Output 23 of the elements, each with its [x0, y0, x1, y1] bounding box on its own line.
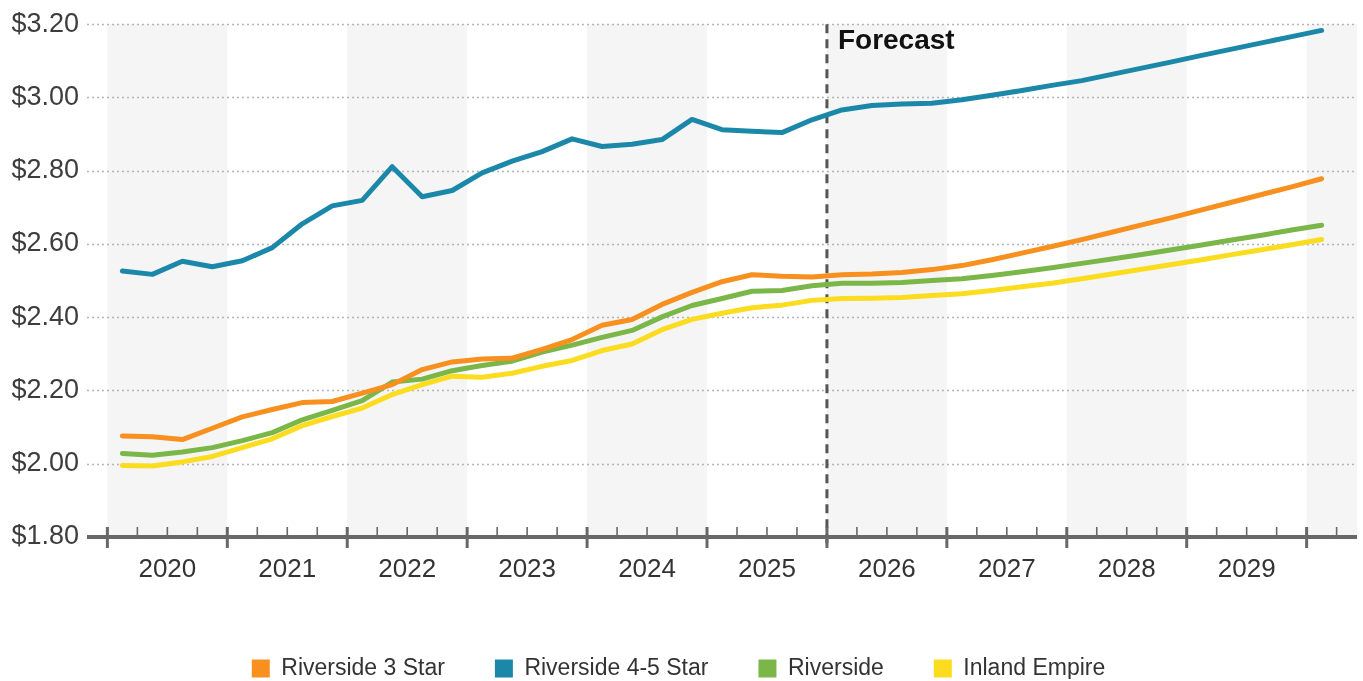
x-tick-label: 2023	[498, 552, 557, 583]
x-tick-label: 2022	[378, 552, 437, 583]
ref-line-label: Forecast	[837, 24, 955, 56]
y-tick-label: $3.00	[11, 80, 79, 111]
y-tick-label: $2.40	[11, 300, 79, 331]
x-tick-label: 2024	[618, 552, 676, 583]
y-tick-label: $1.80	[11, 520, 79, 551]
y-tick-label: $2.20	[11, 373, 79, 404]
legend-label: Riverside 4-5 Star	[524, 653, 709, 680]
x-tick-label: 2027	[977, 552, 1036, 583]
x-tick-label: 2029	[1217, 552, 1276, 583]
x-tick-label: 2028	[1097, 552, 1156, 583]
x-tick-label: 2026	[857, 552, 916, 583]
x-tick-label: 2021	[258, 552, 317, 583]
y-tick-label: $2.00	[11, 447, 79, 478]
legend-label: Inland Empire	[963, 653, 1106, 680]
legend-label: Riverside 3 Star	[281, 653, 446, 680]
x-tick-label: 2025	[738, 552, 796, 583]
legend-label: Riverside	[787, 653, 884, 680]
y-tick-label: $2.80	[11, 154, 79, 185]
x-tick-label: 2020	[138, 552, 197, 583]
y-tick-label: $2.60	[11, 227, 79, 258]
y-tick-label: $3.20	[11, 7, 79, 38]
